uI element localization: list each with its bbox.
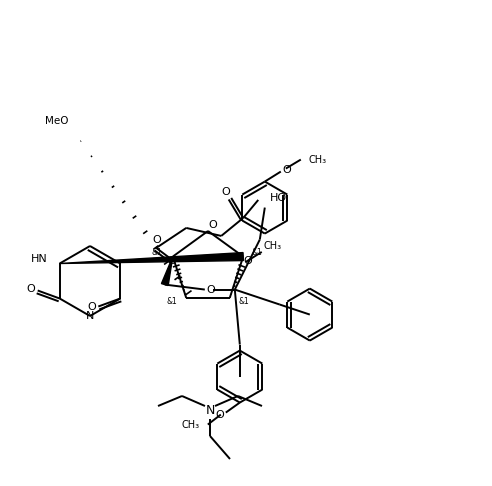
Polygon shape <box>60 253 244 263</box>
Text: O: O <box>87 301 95 312</box>
Text: O: O <box>207 285 215 295</box>
Text: MeO: MeO <box>45 116 68 126</box>
Text: CH₃: CH₃ <box>309 155 327 165</box>
Text: O: O <box>209 220 217 230</box>
Text: HO: HO <box>270 193 287 203</box>
Text: N: N <box>86 311 94 321</box>
Text: &1: &1 <box>252 248 263 257</box>
Text: CH₃: CH₃ <box>264 241 282 251</box>
Polygon shape <box>161 257 173 286</box>
Text: &1: &1 <box>167 297 178 307</box>
Text: O: O <box>282 165 291 174</box>
Text: O: O <box>221 187 230 197</box>
Text: O: O <box>215 410 224 419</box>
Text: N: N <box>205 404 215 417</box>
Text: O: O <box>26 283 35 294</box>
Text: CH₃: CH₃ <box>182 419 200 430</box>
Text: O: O <box>244 256 252 266</box>
Text: O: O <box>152 235 160 245</box>
Text: &1: &1 <box>152 248 162 257</box>
Text: O: O <box>167 256 176 266</box>
Text: HN: HN <box>31 255 48 264</box>
Text: &1: &1 <box>238 297 249 307</box>
